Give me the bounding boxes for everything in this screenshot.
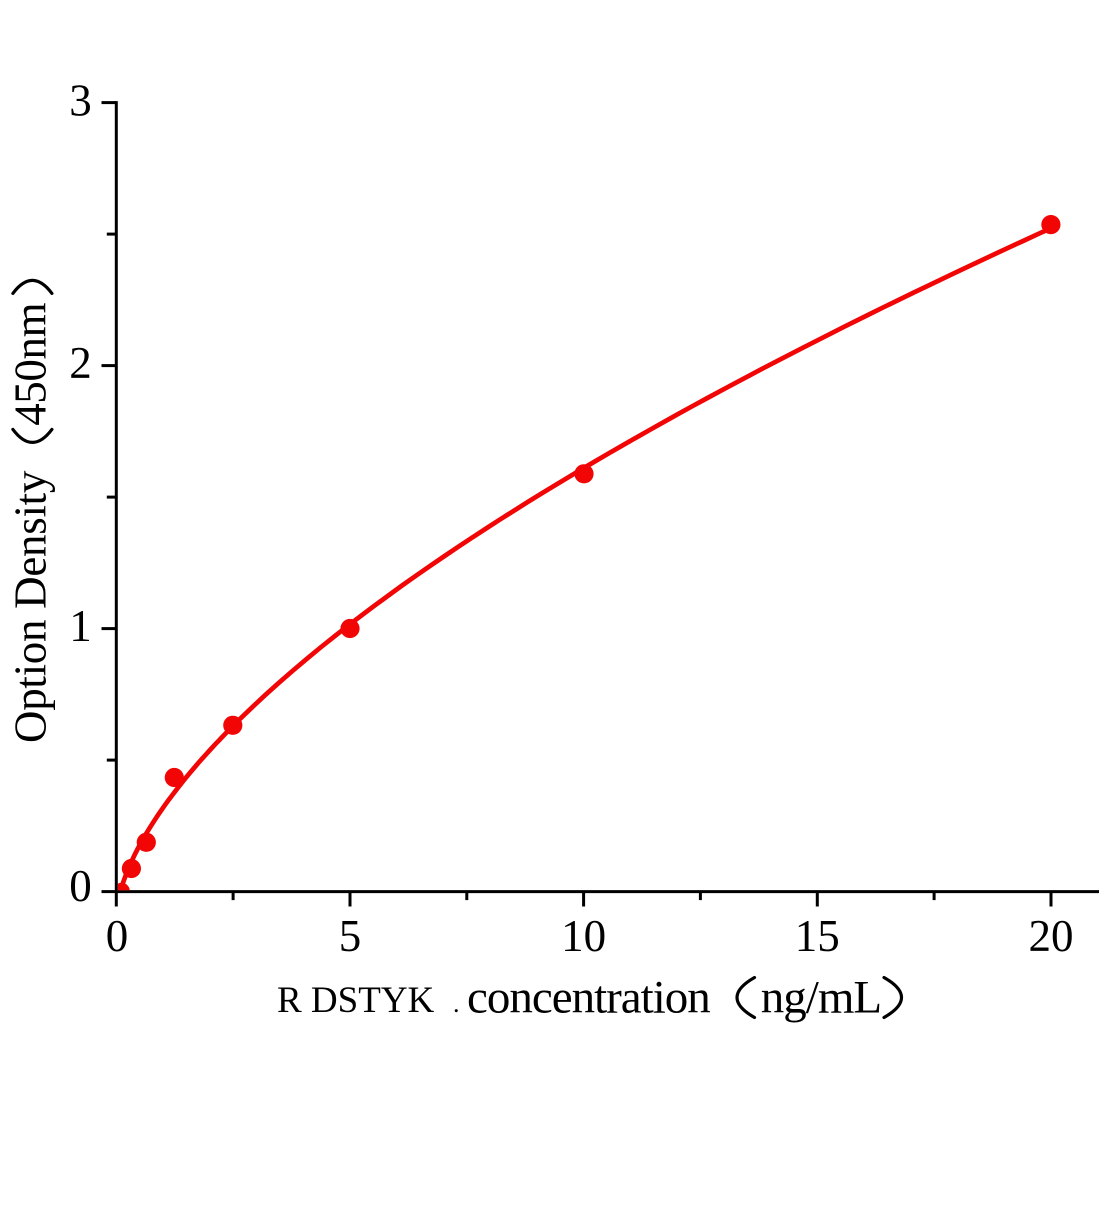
svg-text:0: 0 bbox=[106, 911, 129, 961]
svg-text:concentration: concentration bbox=[467, 972, 710, 1024]
svg-text:20: 20 bbox=[1029, 911, 1074, 961]
svg-text:10: 10 bbox=[561, 911, 606, 961]
svg-text:5: 5 bbox=[339, 911, 362, 961]
svg-text:Option Density: Option Density bbox=[5, 470, 55, 743]
svg-text:0: 0 bbox=[69, 861, 92, 911]
svg-text:2: 2 bbox=[69, 338, 92, 388]
svg-text:450nm: 450nm bbox=[5, 302, 55, 425]
svg-text:ng/mL: ng/mL bbox=[761, 972, 881, 1024]
svg-text:1: 1 bbox=[69, 601, 92, 651]
svg-text:.: . bbox=[453, 989, 460, 1018]
svg-text:15: 15 bbox=[795, 911, 840, 961]
svg-text:R DSTYK: R DSTYK bbox=[277, 980, 435, 1021]
svg-text:3: 3 bbox=[69, 75, 92, 125]
